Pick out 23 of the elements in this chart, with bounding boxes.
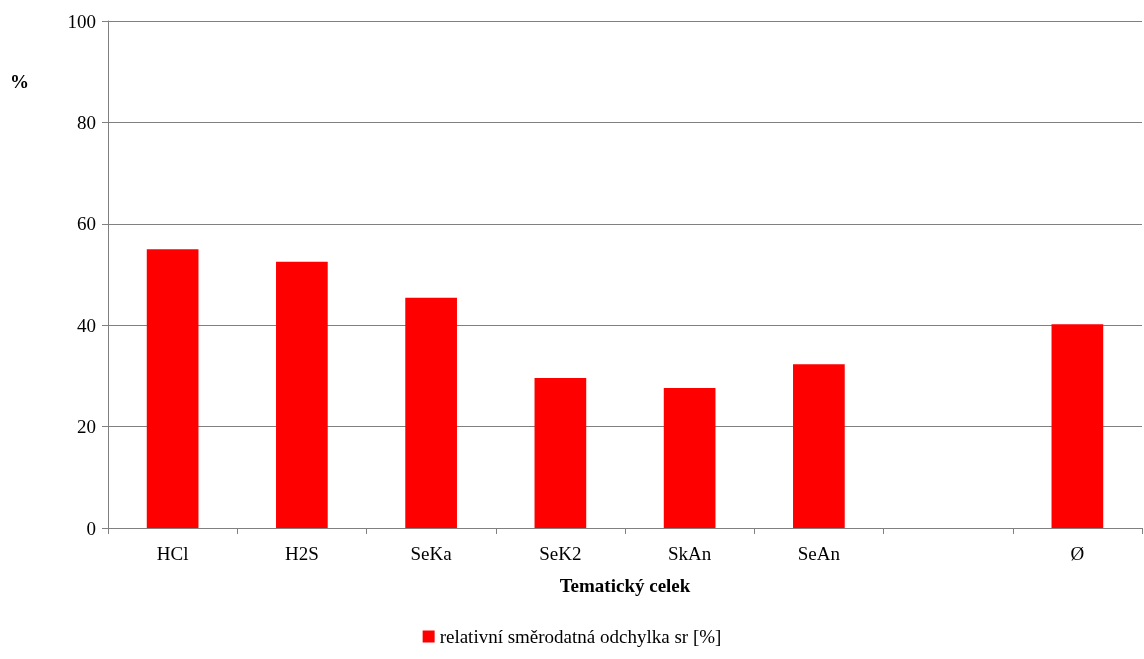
x-tick-label: HCl — [156, 543, 189, 564]
bar — [1051, 324, 1104, 528]
x-tick-label: SeKa — [410, 543, 453, 564]
bar — [276, 261, 328, 528]
x-tick-label: SkAn — [667, 543, 712, 564]
x-tick-label: Ø — [1070, 543, 1085, 564]
bar — [405, 297, 457, 528]
y-tick-label: 80 — [77, 111, 96, 133]
bar — [534, 377, 587, 528]
y-tick-label: 0 — [86, 517, 96, 539]
bar — [793, 364, 845, 528]
x-tick-label: SeAn — [797, 543, 841, 564]
legend-label: relativní směrodatná odchylka sr [%] — [439, 626, 722, 647]
bar — [146, 249, 199, 528]
y-tick-label: 60 — [77, 213, 96, 235]
x-tick-label: H2S — [284, 543, 319, 564]
x-axis-title: Tematický celek — [559, 575, 691, 596]
y-axis-title: % — [10, 71, 29, 92]
x-tick-label: SeK2 — [539, 543, 582, 564]
bar — [663, 388, 716, 528]
y-tick-label: 40 — [77, 314, 96, 336]
y-tick-label: 20 — [77, 416, 96, 438]
y-tick-label: 100 — [67, 10, 96, 32]
